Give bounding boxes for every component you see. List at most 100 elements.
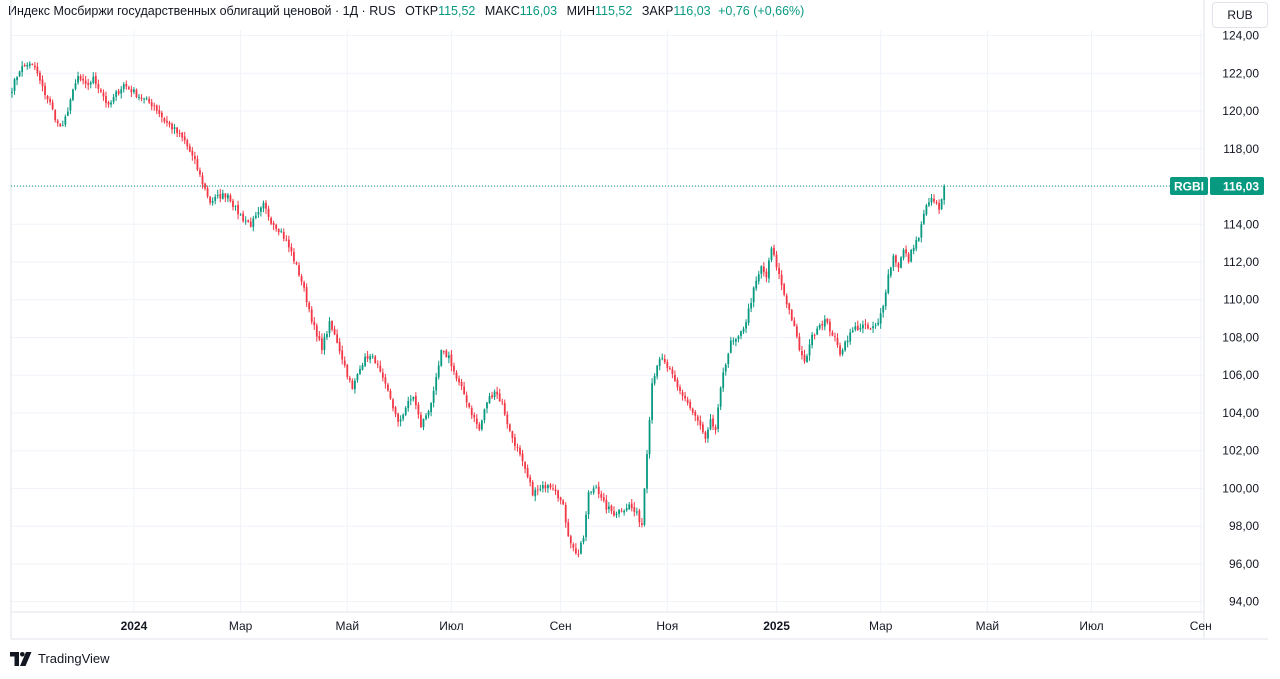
candle-body (783, 284, 786, 295)
candle (491, 391, 493, 399)
candle (615, 511, 618, 518)
candle-body (348, 377, 351, 381)
candle (895, 254, 897, 267)
candle-body (77, 76, 79, 83)
candle-body (549, 484, 552, 488)
candle-body (270, 217, 272, 224)
candle-series (11, 61, 946, 558)
candle-body (242, 213, 245, 221)
candle (775, 250, 778, 271)
candle (407, 396, 410, 412)
candle-body (940, 199, 943, 210)
candle (224, 192, 227, 203)
candle-body (676, 379, 679, 388)
candle-body (851, 330, 854, 332)
candle-body (666, 361, 669, 369)
candle (28, 61, 31, 69)
candle-body (318, 336, 321, 340)
candle (778, 262, 780, 280)
candle (227, 192, 229, 203)
candle (788, 302, 791, 315)
interval-label[interactable]: 1Д (342, 4, 359, 18)
candle-body (580, 542, 582, 554)
candle (201, 172, 204, 189)
candle-body (18, 71, 21, 77)
candle (757, 271, 760, 285)
candle (831, 330, 834, 337)
candle (707, 427, 709, 443)
candle-body (729, 340, 732, 353)
candle-body (153, 105, 156, 107)
candle-body (475, 418, 478, 425)
candle (92, 72, 95, 85)
candle-body (679, 387, 681, 392)
candle (41, 75, 44, 92)
candle (641, 518, 643, 528)
candle-body (849, 332, 852, 342)
candle (219, 188, 222, 203)
candle-body (882, 306, 885, 313)
candle (87, 78, 90, 90)
tradingview-logo[interactable]: TradingView (10, 651, 110, 666)
candle (915, 236, 918, 252)
candle (44, 82, 46, 100)
candle-body (331, 320, 333, 330)
candle-body (684, 395, 686, 399)
candle (102, 89, 105, 101)
candle-body (394, 407, 397, 414)
candle (277, 228, 280, 236)
candle-body (160, 112, 163, 118)
candle (168, 120, 171, 128)
candle (216, 189, 219, 199)
candle (552, 483, 554, 491)
candle-body (641, 523, 643, 525)
candle-body (862, 324, 864, 329)
candle-body (359, 368, 361, 374)
candle-body (892, 255, 895, 268)
candle (336, 329, 339, 344)
candle (910, 248, 913, 263)
candle-body (790, 309, 793, 321)
candle (651, 378, 653, 424)
candle-body (341, 350, 344, 360)
candle-body (315, 325, 318, 337)
candle-body (801, 350, 803, 356)
candle-body (36, 66, 39, 74)
candle-body (39, 72, 41, 81)
candle-body (397, 413, 399, 422)
candle (854, 322, 857, 332)
candle (257, 206, 260, 218)
candle (879, 308, 882, 329)
candle-body (224, 193, 227, 198)
candle (399, 415, 402, 427)
candle (623, 509, 626, 516)
candle-body (399, 419, 402, 422)
candle-body (864, 323, 867, 325)
currency-button[interactable]: RUB (1212, 2, 1268, 28)
candle (889, 266, 892, 278)
candle-body (343, 360, 346, 366)
candle-body (458, 378, 460, 383)
candle (666, 359, 669, 372)
candle-body (816, 328, 819, 335)
candle-body (181, 132, 184, 138)
symbol-title[interactable]: Индекс Мосбиржи государственных облигаци… (8, 4, 332, 18)
candle-body (310, 309, 313, 322)
candle-body (285, 239, 288, 241)
candle-body (54, 110, 57, 121)
candle (290, 243, 293, 256)
candle-body (44, 85, 46, 96)
candle-body (199, 170, 201, 175)
candle-body (425, 415, 427, 420)
candle-body (186, 140, 189, 147)
candle-body (823, 319, 826, 327)
candle-body (813, 334, 816, 336)
candle-body (511, 431, 514, 438)
candle (351, 378, 354, 390)
candle-body (689, 401, 692, 408)
candle-body (841, 350, 844, 355)
candle-body (354, 380, 356, 390)
candle-body (811, 334, 813, 346)
candle (938, 199, 940, 214)
